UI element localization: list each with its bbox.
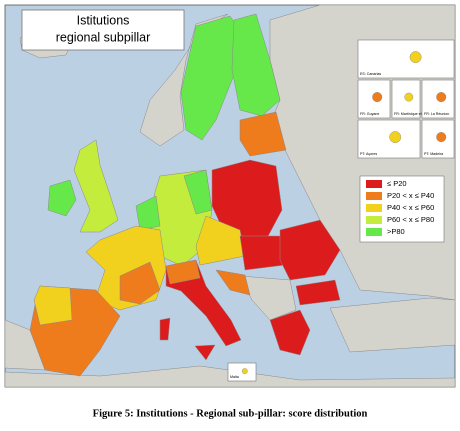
inset-label: PT: Açores xyxy=(360,152,377,156)
inset-label: FR: Martinique et Guadeloupe xyxy=(394,112,442,116)
non-eu-land xyxy=(329,297,456,353)
legend-label: >P80 xyxy=(387,227,405,236)
region xyxy=(269,309,311,356)
inset-box xyxy=(227,362,257,382)
inset-land xyxy=(436,132,447,143)
legend-label: P40 < x ≤ P60 xyxy=(387,203,434,212)
legend-swatch xyxy=(366,204,382,212)
legend-swatch xyxy=(366,192,382,200)
region xyxy=(33,285,73,326)
map-title: regional subpillar xyxy=(56,30,151,44)
legend-swatch xyxy=(366,228,382,236)
legend-label: P20 < x ≤ P40 xyxy=(387,191,434,200)
region xyxy=(183,169,213,215)
region xyxy=(165,259,201,285)
regions-layer xyxy=(29,13,341,377)
map-title: Istitutions xyxy=(77,13,130,27)
non-eu-land xyxy=(139,13,229,147)
region xyxy=(239,235,286,271)
inset-label: ES: Canarias xyxy=(360,72,381,76)
legend-label: P60 < x ≤ P80 xyxy=(387,215,434,224)
region xyxy=(73,139,119,233)
inset-land xyxy=(404,92,414,102)
region xyxy=(47,179,77,217)
region xyxy=(195,215,246,266)
non-eu-land xyxy=(239,275,297,321)
region xyxy=(279,219,341,281)
inset-label: PT: Madeira xyxy=(424,152,443,156)
region xyxy=(295,279,341,306)
region xyxy=(165,259,242,347)
region xyxy=(159,317,171,341)
region xyxy=(215,269,251,296)
legend-swatch xyxy=(366,180,382,188)
region xyxy=(135,195,161,231)
inset-land xyxy=(409,51,422,63)
region xyxy=(194,344,216,361)
region xyxy=(239,111,287,157)
inset-box xyxy=(357,39,455,79)
region xyxy=(119,261,161,305)
inset-land xyxy=(389,131,402,144)
inset-box xyxy=(357,119,421,159)
overlay-layer: Istitutions regional subpillar ES: Canaria… xyxy=(21,9,455,382)
legend-label: ≤ P20 xyxy=(387,179,407,188)
inset-land xyxy=(372,92,383,103)
inset-label: FR: La Réunion xyxy=(424,112,449,116)
title-box xyxy=(21,9,185,51)
inset-land xyxy=(436,92,447,103)
region xyxy=(231,13,281,117)
inset-land xyxy=(241,368,248,374)
inset-label: Malta xyxy=(230,375,239,379)
legend-swatch xyxy=(366,216,382,224)
caption: Figure 5: Institutions - Regional sub-pi… xyxy=(93,408,368,419)
region xyxy=(211,159,283,241)
inset-label: FR: Guyane xyxy=(360,112,379,116)
